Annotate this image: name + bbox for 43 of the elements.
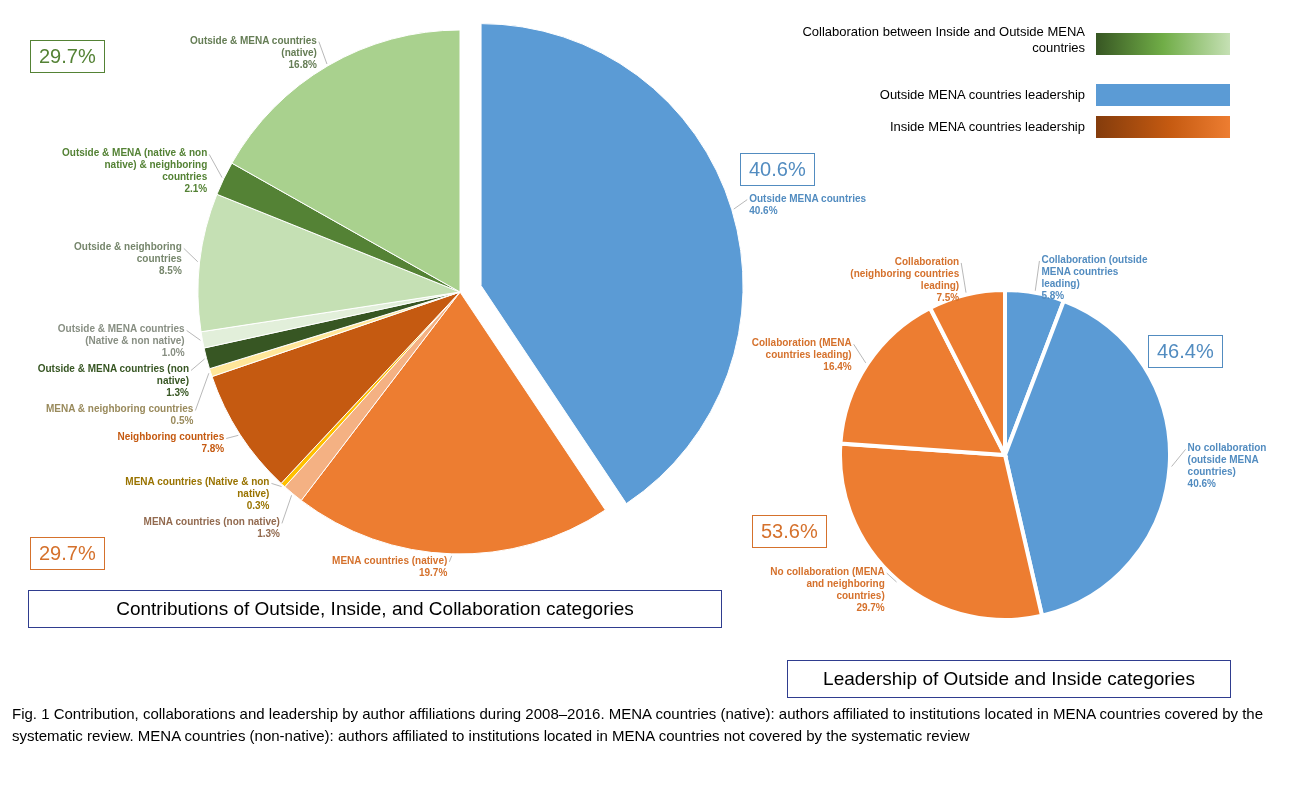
- text: 40.6%: [740, 153, 815, 186]
- data-label: 40.6%: [1187, 478, 1217, 490]
- caption: Fig. 1 Contribution, collaborations and leadership by author affiliations during 2008–2016. MENA countries (native): authors affiliated to institutions located in MENA countries covered by the systematic review. MENA countries (non-native): authors affiliated to institutions located in MENA countries not covered by the systematic review: [12, 704, 1264, 746]
- text: Leadership of Outside and Inside categories: [787, 660, 1231, 698]
- slice-label: Collaboration (neighboring countries leading): [850, 255, 960, 291]
- slice-label: No collaboration (outside MENA countries): [1187, 442, 1267, 478]
- slice-label: Outside & MENA (native & non native) & neighboring countries: [62, 147, 208, 183]
- text: 53.6%: [752, 515, 827, 548]
- data-label: 0.3%: [246, 500, 270, 512]
- text: Inside MENA countries leadership: [888, 119, 1085, 135]
- data-label: 5.8%: [1041, 289, 1065, 301]
- data-label: 1.3%: [257, 528, 281, 540]
- data-label: 0.5%: [170, 415, 194, 427]
- slice-label: Collaboration (MENA countries leading): [751, 337, 852, 361]
- slice-label: Collaboration (outside MENA countries leading): [1041, 253, 1148, 289]
- text: 29.7%: [30, 537, 105, 570]
- data-label: 19.7%: [418, 566, 448, 578]
- slice-label: MENA & neighboring countries: [45, 403, 194, 415]
- data-label: 7.8%: [201, 443, 225, 455]
- text: Contributions of Outside, Inside, and Collaboration categories: [28, 590, 722, 628]
- slice-label: MENA countries (native): [332, 554, 448, 566]
- data-label: 8.5%: [159, 265, 182, 277]
- data-label: 29.7%: [856, 602, 885, 614]
- slice-label: Outside & neighboring countries: [74, 241, 183, 265]
- slice-label: Neighboring countries: [117, 431, 225, 443]
- slice-label: No collaboration (MENA and neighboring countries): [770, 566, 885, 602]
- text: Collaboration between Inside and Outside MENA countries: [801, 24, 1085, 56]
- data-label: 40.6%: [749, 204, 778, 216]
- text: 29.7%: [30, 40, 105, 73]
- data-label: 16.8%: [288, 58, 317, 70]
- slice-label: Outside & MENA countries (native): [190, 34, 318, 58]
- text: Outside MENA countries leadership: [878, 87, 1085, 103]
- data-label: 16.4%: [823, 361, 852, 373]
- data-label: 7.5%: [936, 291, 960, 303]
- slice-label: Outside MENA countries: [749, 192, 867, 204]
- data-label: 2.1%: [184, 183, 208, 195]
- slice-label: MENA countries (non native): [143, 516, 280, 528]
- slice-label: Outside & MENA countries (Native & non native): [57, 323, 186, 347]
- data-label: 1.0%: [161, 347, 185, 359]
- slice-label: Outside & MENA countries (non native): [37, 363, 190, 387]
- data-label: 1.3%: [166, 387, 190, 399]
- text: 46.4%: [1148, 335, 1223, 368]
- slice-label: MENA countries (Native & non native): [125, 476, 270, 500]
